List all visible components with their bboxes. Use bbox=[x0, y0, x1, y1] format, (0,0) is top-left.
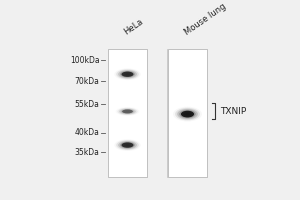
Text: 40kDa: 40kDa bbox=[75, 128, 100, 137]
Ellipse shape bbox=[124, 73, 131, 76]
Ellipse shape bbox=[126, 73, 129, 75]
Ellipse shape bbox=[118, 141, 137, 149]
Ellipse shape bbox=[119, 108, 136, 114]
Ellipse shape bbox=[112, 138, 142, 152]
Ellipse shape bbox=[181, 111, 194, 117]
Ellipse shape bbox=[181, 111, 194, 117]
Ellipse shape bbox=[122, 143, 133, 148]
Ellipse shape bbox=[114, 139, 141, 151]
Ellipse shape bbox=[122, 109, 133, 113]
Ellipse shape bbox=[114, 107, 141, 116]
Ellipse shape bbox=[126, 144, 129, 146]
Ellipse shape bbox=[112, 68, 142, 81]
Ellipse shape bbox=[171, 106, 204, 123]
Ellipse shape bbox=[177, 109, 198, 119]
Ellipse shape bbox=[116, 140, 139, 150]
Bar bbox=[168, 49, 207, 177]
Ellipse shape bbox=[124, 143, 131, 147]
Text: 35kDa: 35kDa bbox=[75, 148, 100, 157]
Ellipse shape bbox=[173, 107, 202, 121]
Ellipse shape bbox=[120, 71, 135, 78]
Ellipse shape bbox=[185, 113, 190, 115]
Ellipse shape bbox=[122, 142, 134, 148]
Bar bbox=[108, 49, 147, 177]
Ellipse shape bbox=[124, 110, 131, 113]
Text: HeLa: HeLa bbox=[122, 17, 145, 37]
Ellipse shape bbox=[116, 107, 139, 116]
Text: 55kDa: 55kDa bbox=[75, 100, 100, 109]
Ellipse shape bbox=[116, 69, 139, 79]
Ellipse shape bbox=[114, 68, 141, 80]
Ellipse shape bbox=[118, 70, 137, 78]
Ellipse shape bbox=[175, 108, 200, 120]
Text: TXNIP: TXNIP bbox=[220, 107, 247, 116]
Text: 70kDa: 70kDa bbox=[75, 77, 100, 86]
Ellipse shape bbox=[117, 108, 138, 115]
Ellipse shape bbox=[122, 72, 133, 77]
Ellipse shape bbox=[183, 112, 192, 116]
Ellipse shape bbox=[122, 110, 133, 113]
Ellipse shape bbox=[121, 109, 134, 114]
Ellipse shape bbox=[122, 72, 134, 77]
Text: 100kDa: 100kDa bbox=[70, 56, 100, 65]
Text: Mouse lung: Mouse lung bbox=[182, 2, 227, 37]
Ellipse shape bbox=[126, 111, 129, 112]
Ellipse shape bbox=[120, 142, 135, 148]
Ellipse shape bbox=[179, 110, 196, 118]
